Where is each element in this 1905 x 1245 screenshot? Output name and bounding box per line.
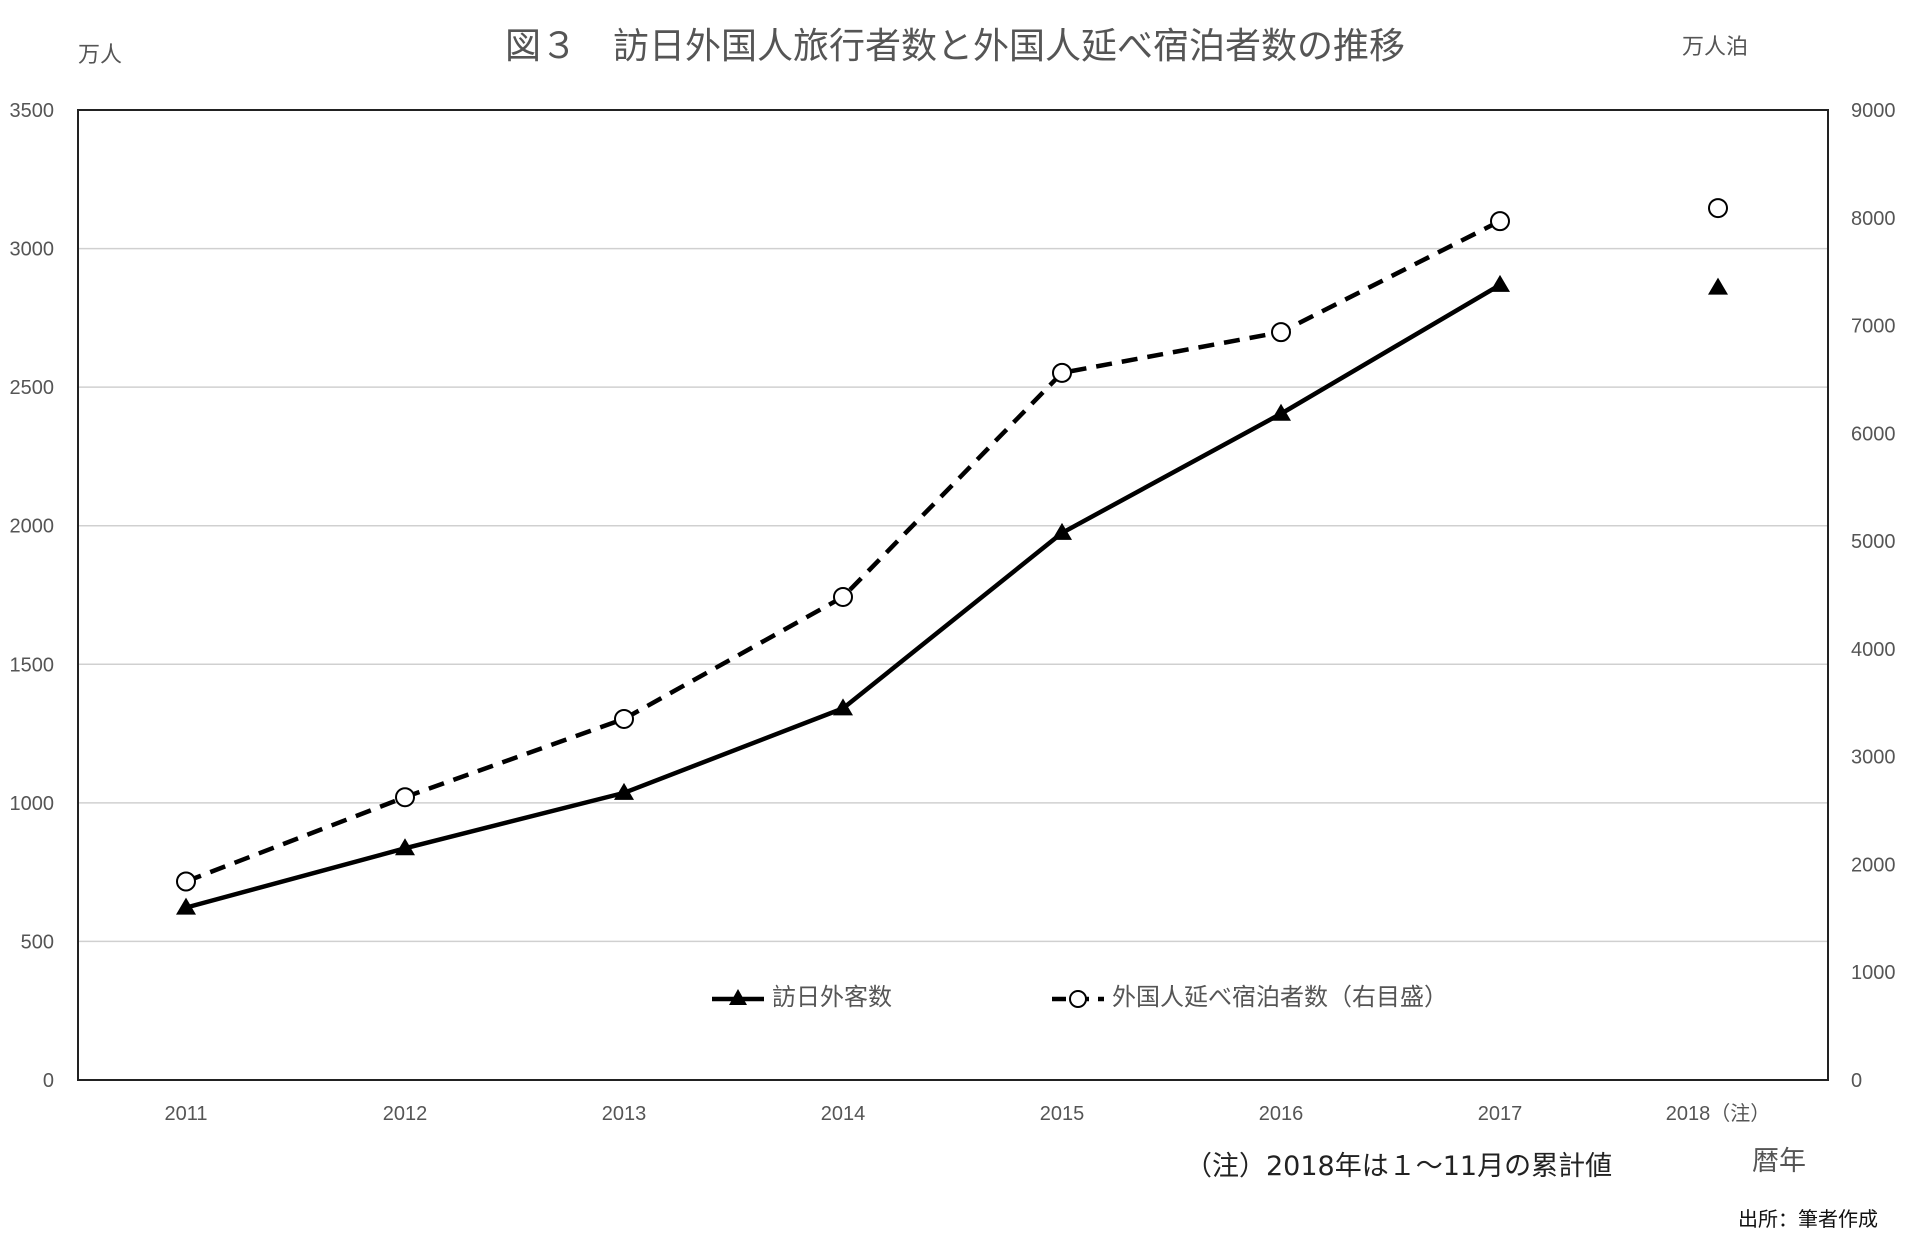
visitors-data-point [176,897,196,915]
x-tick-label: 2014 [821,1103,866,1125]
right-y-tick-label: 6000 [1851,423,1896,445]
series-lines [176,198,1728,915]
stays-data-point [176,871,196,892]
left-y-tick-label: 2000 [10,516,55,538]
legend-circle-icon [1069,990,1087,1008]
footnote: （注）2018年は１～11月の累計値 [1185,1151,1612,1182]
stays-data-point [395,787,415,808]
chart-title: 図３ 訪日外国人旅行者数と外国人延べ宿泊者数の推移 [505,26,1405,67]
x-tick-label: 2013 [602,1103,647,1125]
plot-area-frame [77,109,1829,1081]
visitors-data-point [614,782,634,800]
left-axis-unit: 万人 [78,43,122,68]
right-y-tick-label: 2000 [1851,854,1896,876]
source-credit: 出所：筆者作成 [1738,1207,1878,1231]
right-y-tick-label: 3000 [1851,747,1896,769]
legend-triangle-icon [729,989,747,1005]
right-y-tick-label: 5000 [1851,531,1896,553]
right-y-tick-labels: 0 1000 2000 3000 4000 5000 6000 7000 8000 9000 [1851,100,1896,1092]
x-tick-label: 2012 [383,1103,428,1125]
x-axis-title: 暦年 [1752,1146,1806,1177]
left-y-tick-label: 3500 [10,100,55,122]
x-tick-label: 2017 [1478,1103,1523,1125]
left-y-tick-label: 0 [43,1070,54,1092]
left-y-tick-label: 1500 [10,654,55,676]
legend-visitors-label: 訪日外客数 [772,983,892,1011]
right-y-tick-label: 9000 [1851,100,1896,122]
right-y-tick-label: 7000 [1851,316,1896,338]
legend-item-visitors: 訪日外客数 [712,983,892,1011]
legend: 訪日外客数 外国人延べ宿泊者数（右目盛） [712,983,1448,1011]
left-y-tick-labels: 0 500 1000 1500 2000 2500 3000 3500 [10,100,55,1092]
stays-data-point [833,586,853,607]
x-tick-label: 2016 [1259,1103,1304,1125]
stays-data-point [1052,362,1072,383]
left-y-tick-label: 500 [21,931,54,953]
visitors-data-point [1708,277,1728,295]
legend-stays-label: 外国人延べ宿泊者数（右目盛） [1112,983,1448,1011]
visitors-data-point [1052,522,1072,540]
left-y-tick-label: 2500 [10,377,55,399]
gridlines [78,247,1828,943]
visitors-data-point [395,838,415,856]
visitors-data-point [1271,403,1291,421]
right-y-tick-label: 4000 [1851,639,1896,661]
visitors-data-point [1490,274,1510,292]
x-tick-label: 2018（注） [1666,1102,1771,1125]
visitors-data-point [833,698,853,716]
right-y-tick-label: 8000 [1851,208,1896,230]
right-y-tick-label: 0 [1851,1070,1862,1092]
right-y-tick-label: 1000 [1851,962,1896,984]
legend-item-overnight-stays: 外国人延べ宿泊者数（右目盛） [1052,983,1448,1011]
stays-data-point [1271,322,1291,343]
stays-series-line [185,219,1502,884]
right-axis-unit: 万人泊 [1682,35,1748,60]
x-tick-label: 2011 [164,1103,207,1125]
stays-data-point [1490,211,1510,232]
left-y-tick-label: 1000 [10,793,55,815]
x-tick-labels: 2011 2012 2013 2014 2015 2016 2017 2018（注） [164,1102,1770,1125]
left-y-tick-label: 3000 [10,239,55,261]
stays-data-point [614,708,634,729]
x-tick-label: 2015 [1040,1103,1085,1125]
stays-data-point [1708,198,1728,219]
